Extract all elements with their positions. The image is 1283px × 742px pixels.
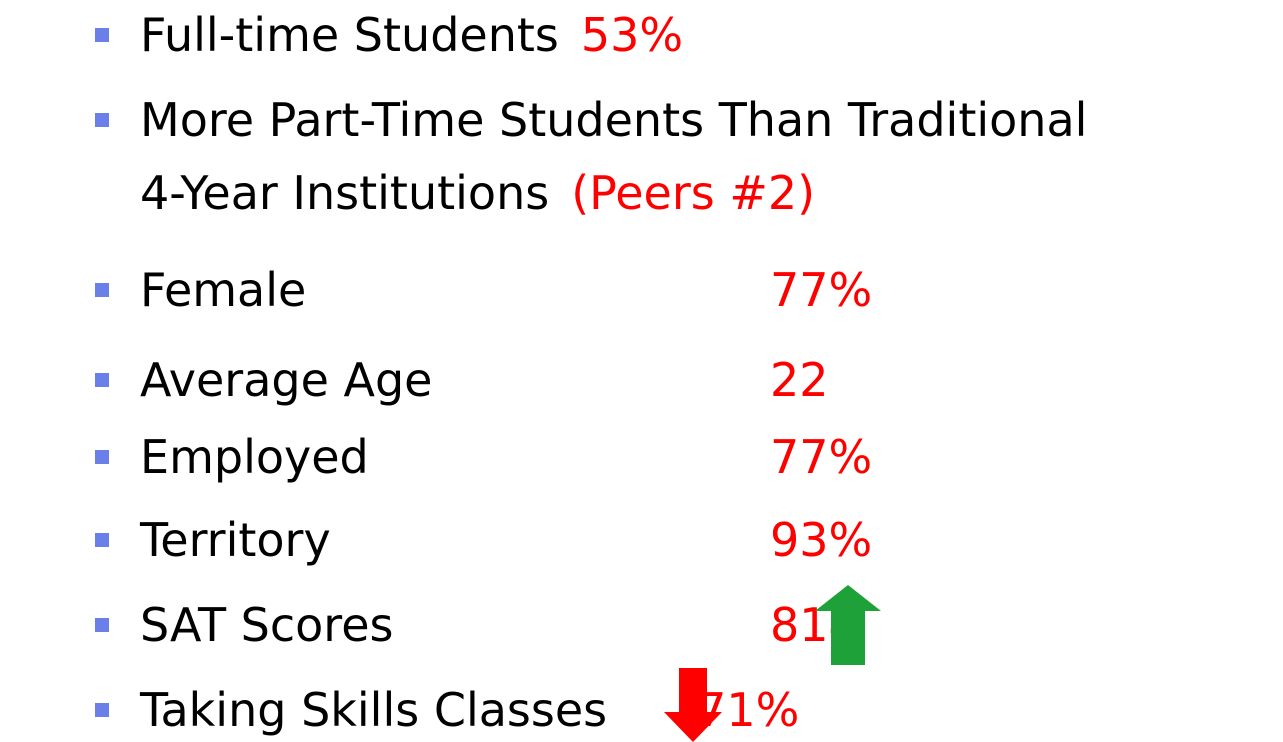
item-label: Employed (140, 430, 369, 484)
item-value: 77% (770, 430, 873, 484)
list-item: Average Age 22 (140, 350, 829, 410)
down-arrow (664, 668, 722, 742)
item-value: 71% (697, 683, 800, 737)
item-value: 93% (770, 513, 873, 567)
bullet (95, 703, 109, 717)
list-item: Female 77% (140, 260, 872, 320)
item-value: (Peers #2) (571, 166, 816, 220)
list-item: Employed 77% (140, 427, 872, 487)
bullet (95, 450, 109, 464)
item-label: SAT Scores (140, 598, 394, 652)
item-label: More Part-Time Students Than Traditional (140, 93, 1088, 147)
bullet (95, 113, 109, 127)
bullet (95, 283, 109, 297)
item-label: Taking Skills Classes (140, 683, 608, 737)
item-label: Average Age (140, 353, 433, 407)
list-item: More Part-Time Students Than Traditional (140, 90, 1087, 150)
item-label: Full-time Students (140, 8, 559, 62)
list-item-continued: 4-Year Institutions (Peers #2) (140, 163, 815, 223)
up-arrow (815, 585, 881, 665)
item-label: 4-Year Institutions (140, 166, 550, 220)
item-value: 77% (770, 263, 873, 317)
bullet (95, 28, 109, 42)
item-label: Territory (140, 513, 331, 567)
list-item: Taking Skills Classes 71% (140, 680, 799, 740)
list-item: Territory 93% (140, 510, 872, 570)
bullet (95, 373, 109, 387)
list-item: Full-time Students 53% (140, 5, 683, 65)
item-value: 22 (770, 353, 829, 407)
bullet (95, 533, 109, 547)
item-value: 53% (580, 8, 684, 62)
list-item: SAT Scores 814 (140, 595, 858, 655)
bullet (95, 618, 109, 632)
item-label: Female (140, 263, 307, 317)
